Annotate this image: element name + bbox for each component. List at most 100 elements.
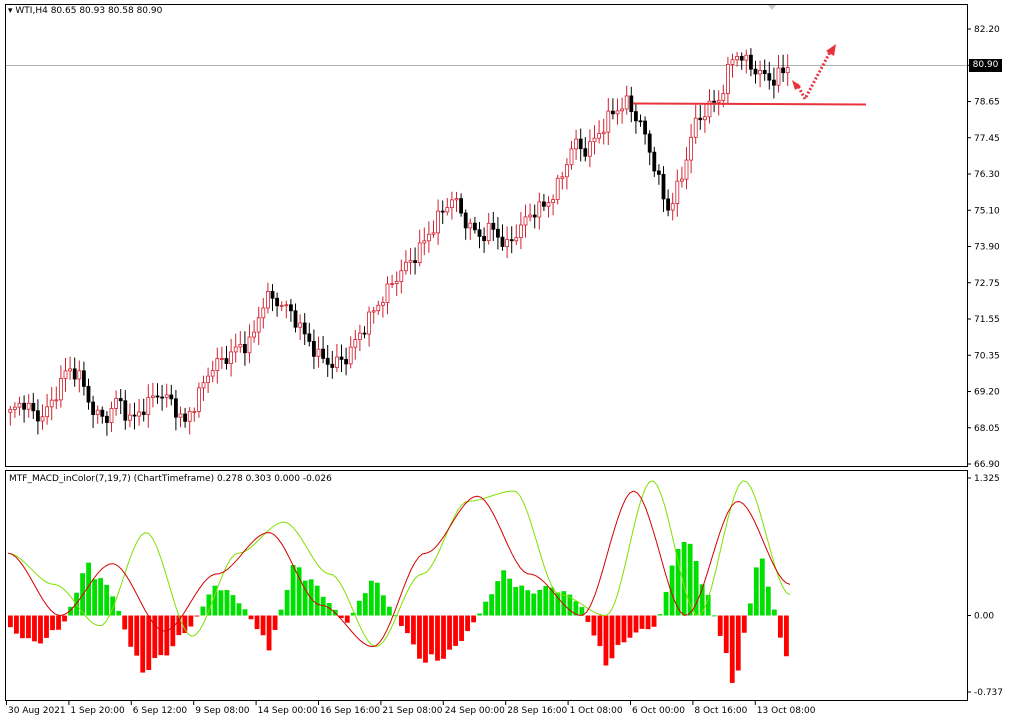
price-tick-label: 69.20 bbox=[974, 388, 1000, 398]
candle-body bbox=[270, 290, 275, 299]
macd-histogram-bar bbox=[368, 580, 374, 616]
projection-arrow-up-head bbox=[826, 44, 836, 56]
candle-body bbox=[40, 416, 45, 422]
annotations bbox=[632, 44, 867, 106]
macd-histogram-bar bbox=[489, 594, 495, 616]
macd-histogram-bar bbox=[38, 615, 43, 644]
indicator-label[interactable]: MTF_MACD_inColor(7,19,7) (ChartTimeframe… bbox=[9, 474, 332, 484]
candle-body bbox=[739, 55, 744, 61]
macd-histogram-bar bbox=[278, 609, 284, 616]
candle-body bbox=[422, 240, 427, 244]
candle-body bbox=[362, 332, 367, 335]
macd-histogram-bar bbox=[380, 595, 386, 616]
candle-body bbox=[440, 210, 445, 213]
macd-histogram-bar bbox=[14, 615, 19, 634]
candle-body bbox=[95, 409, 100, 416]
macd-histogram-bar bbox=[362, 593, 368, 616]
candle-body bbox=[703, 116, 707, 121]
macd-histogram-bar bbox=[405, 615, 410, 634]
macd-histogram-bar bbox=[783, 615, 789, 657]
macd-histogram-bar bbox=[441, 615, 446, 659]
macd-histogram-bar bbox=[573, 601, 579, 616]
price-tick-label: 73.90 bbox=[974, 243, 1000, 253]
dropdown-triangle-icon[interactable]: ▾ bbox=[8, 6, 13, 16]
candle-body bbox=[31, 402, 36, 412]
candle-body bbox=[615, 110, 620, 115]
candle-body bbox=[776, 67, 781, 86]
macd-histogram-bar bbox=[543, 585, 549, 616]
macd-histogram-bar bbox=[645, 615, 651, 630]
candle-body bbox=[298, 322, 303, 328]
time-tick-label: 13 Oct 08:00 bbox=[757, 706, 816, 716]
macd-histogram-bar bbox=[260, 615, 266, 636]
macd-histogram-bar bbox=[92, 579, 98, 616]
price-tick-label: 76.30 bbox=[974, 170, 1000, 180]
candle-body bbox=[160, 396, 165, 399]
macd-histogram-bar bbox=[320, 596, 326, 616]
macd-histogram-bar bbox=[477, 613, 483, 616]
candle-body bbox=[532, 214, 537, 218]
symbol-header[interactable]: ▾ WTI,H4 80.65 80.93 80.58 80.90 bbox=[8, 6, 162, 16]
macd-histogram-bar bbox=[693, 560, 699, 616]
candle-body bbox=[339, 356, 344, 360]
macd-histogram-bar bbox=[501, 570, 507, 616]
macd-histogram-bar bbox=[579, 607, 585, 616]
indicator-frame bbox=[5, 470, 968, 701]
macd-histogram-bar bbox=[663, 591, 669, 616]
candle-body bbox=[491, 222, 496, 230]
macd-histogram-bar bbox=[735, 615, 741, 671]
candle-body bbox=[224, 358, 229, 364]
candle-body bbox=[238, 344, 243, 348]
candle-body bbox=[321, 348, 326, 359]
candle-body bbox=[698, 117, 703, 121]
macd-histogram-bar bbox=[483, 601, 489, 616]
candle-body bbox=[417, 242, 422, 263]
price-tick-label: 66.90 bbox=[974, 460, 1000, 470]
candle-body bbox=[620, 108, 624, 112]
macd-histogram-bar bbox=[176, 615, 182, 636]
candle-body bbox=[744, 54, 749, 61]
macd-histogram-bar bbox=[194, 615, 200, 617]
current-price-tag: 80.90 bbox=[969, 59, 1002, 72]
support-line[interactable] bbox=[632, 102, 867, 106]
candle-body bbox=[150, 395, 155, 398]
candle-body bbox=[408, 260, 413, 263]
candle-body bbox=[454, 198, 459, 201]
candle-body bbox=[712, 100, 716, 103]
macd-histogram-bar bbox=[308, 579, 314, 616]
macd-histogram-bar bbox=[657, 614, 663, 616]
macd-histogram-bar bbox=[158, 615, 164, 656]
candle-body bbox=[36, 410, 40, 422]
indicator-tick-label: 0.00 bbox=[974, 612, 994, 622]
candle-body bbox=[569, 148, 574, 166]
macd-histogram-bar bbox=[537, 589, 543, 616]
macd-histogram-bar bbox=[717, 615, 723, 636]
macd-histogram-bar bbox=[525, 590, 531, 616]
time-tick-label: 1 Oct 08:00 bbox=[570, 706, 623, 716]
candle-body bbox=[132, 414, 137, 417]
macd-histogram-bar bbox=[765, 586, 771, 616]
candle-body bbox=[592, 137, 597, 143]
macd-histogram-bar bbox=[68, 606, 73, 616]
macd-histogram-bar bbox=[417, 615, 422, 659]
candle-body bbox=[505, 239, 510, 247]
candle-body bbox=[105, 415, 109, 423]
chart-shift-marker[interactable] bbox=[768, 5, 776, 10]
macd-histogram-bar bbox=[633, 615, 639, 633]
time-axis: 30 Aug 2021 1 Sep 20:00 6 Sep 12:00 9 Sep 0… bbox=[6, 700, 816, 716]
macd-histogram-bar bbox=[50, 615, 55, 631]
candle-body bbox=[542, 201, 546, 207]
macd-histogram-bar bbox=[687, 543, 693, 616]
macd-histogram-bar bbox=[519, 585, 525, 616]
candle-body bbox=[316, 348, 321, 357]
time-tick-label: 8 Oct 16:00 bbox=[694, 706, 747, 716]
candle-body bbox=[164, 394, 169, 398]
candle-body bbox=[252, 331, 257, 338]
candle-body bbox=[123, 400, 128, 421]
candle-body bbox=[606, 110, 611, 133]
time-tick-label: 6 Oct 00:00 bbox=[632, 706, 685, 716]
candle-body bbox=[753, 68, 758, 75]
candle-body bbox=[233, 346, 238, 353]
candle-body bbox=[330, 363, 335, 368]
